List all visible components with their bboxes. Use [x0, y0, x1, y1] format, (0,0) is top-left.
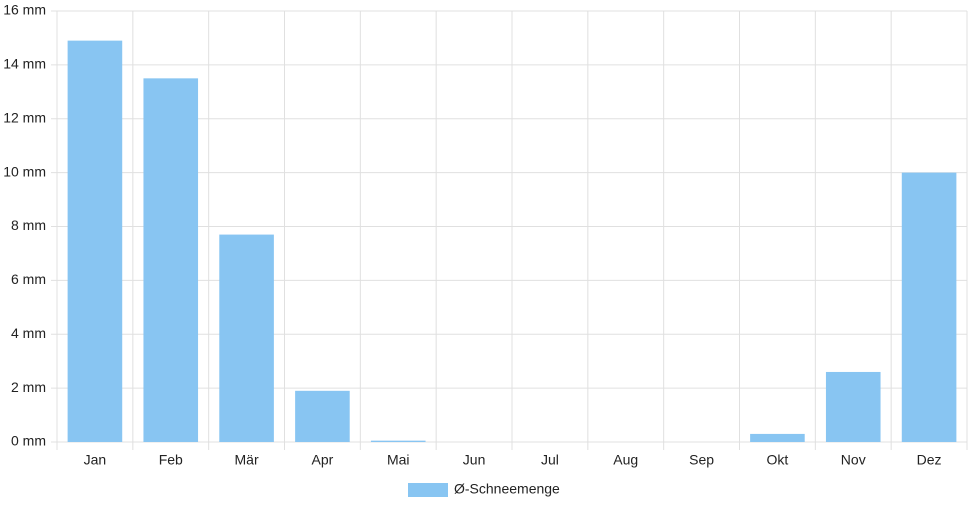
- bar: [67, 40, 123, 442]
- y-tick-label: 6 mm: [11, 271, 46, 287]
- x-tick-label: Jun: [463, 452, 486, 468]
- legend-label: Ø-Schneemenge: [454, 481, 560, 497]
- x-tick-label: Nov: [841, 452, 866, 468]
- x-tick-label: Sep: [689, 452, 714, 468]
- bar: [143, 78, 199, 442]
- y-tick-label: 14 mm: [3, 56, 46, 72]
- x-tick-label: Jul: [541, 452, 559, 468]
- bar: [295, 390, 350, 442]
- x-tick-label: Jan: [84, 452, 107, 468]
- bar: [825, 371, 881, 442]
- x-tick-label: Mär: [235, 452, 259, 468]
- y-tick-label: 0 mm: [11, 433, 46, 449]
- x-tick-label: Mai: [387, 452, 410, 468]
- bar: [750, 433, 805, 442]
- bar: [370, 440, 426, 442]
- x-tick-label: Okt: [767, 452, 789, 468]
- y-tick-label: 16 mm: [3, 2, 46, 18]
- bar: [901, 172, 957, 442]
- y-tick-label: 4 mm: [11, 325, 46, 341]
- y-tick-label: 8 mm: [11, 217, 46, 233]
- x-tick-label: Dez: [917, 452, 942, 468]
- y-tick-label: 12 mm: [3, 109, 46, 125]
- x-tick-label: Feb: [159, 452, 183, 468]
- legend-swatch: [408, 483, 448, 497]
- x-tick-label: Apr: [312, 452, 334, 468]
- x-tick-label: Aug: [613, 452, 638, 468]
- y-tick-label: 10 mm: [3, 163, 46, 179]
- bar: [219, 234, 274, 442]
- y-tick-label: 2 mm: [11, 379, 46, 395]
